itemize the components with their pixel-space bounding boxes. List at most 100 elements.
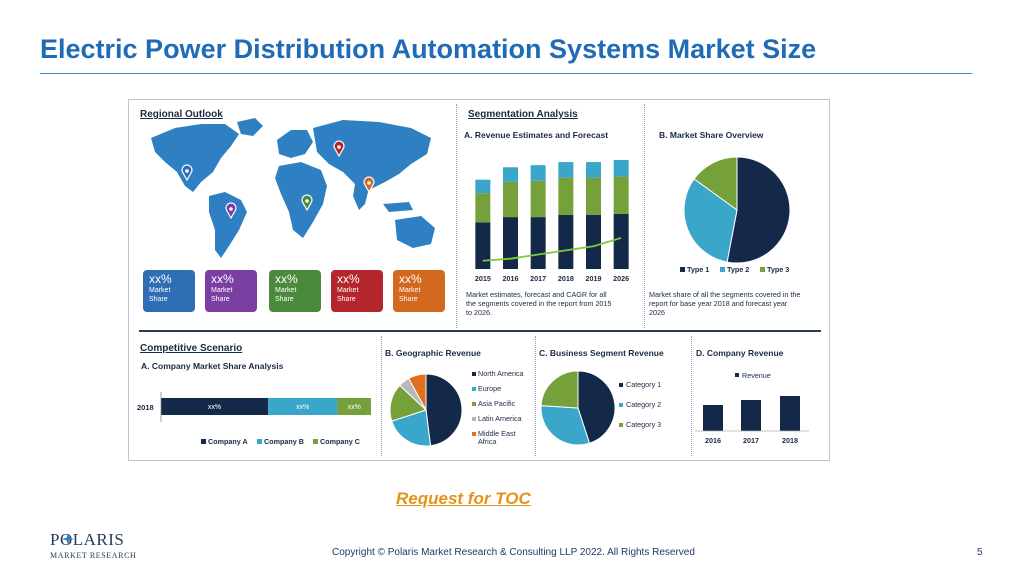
copyright-text: Copyright © Polaris Market Research & Co… — [332, 547, 695, 558]
market-share-caption: Market share of all the segments covered… — [649, 290, 827, 317]
legend-swatch — [472, 402, 476, 406]
caption-line: the segments covered in the report from … — [466, 299, 612, 308]
revenue-bar-segment — [475, 222, 491, 269]
company-revenue-bar — [741, 400, 761, 431]
map-pin-dot — [185, 169, 189, 173]
company-share-bar-chart: 2018 xx% xx% xx% Company A Company B Company C — [137, 392, 371, 446]
company-share-value-label: xx% — [296, 404, 309, 411]
legend-label: Type 3 — [767, 265, 789, 274]
company-revenue-year-label: 2017 — [743, 436, 759, 445]
legend-swatch — [680, 267, 685, 272]
share-box-4: xx% Market Share — [331, 270, 383, 312]
caption-line: report for base year 2018 and forecast y… — [649, 299, 788, 308]
caption-line: to 2026. — [466, 308, 492, 317]
map-pin-dot — [305, 199, 309, 203]
revenue-bar-segment — [475, 179, 491, 194]
legend-label: Company A — [208, 437, 248, 446]
divider-competitive-geo — [381, 336, 382, 456]
legend-swatch — [201, 439, 206, 444]
company-revenue-bar — [703, 405, 723, 431]
revenue-bar-segment — [503, 181, 518, 218]
divider-regional-segmentation — [456, 104, 457, 328]
company-share-value-label: xx% — [208, 404, 221, 411]
market-share-pie: Type 1 Type 2 Type 3 — [680, 156, 791, 274]
revenue-bar-segment — [586, 177, 601, 216]
share-box-5: xx% Market Share — [393, 270, 445, 312]
geographic-revenue-slice — [391, 409, 432, 447]
share-box-2: xx% Market Share — [205, 270, 257, 312]
revenue-bar-segment — [530, 217, 546, 269]
share-label: Share — [399, 296, 418, 303]
company-share-segment — [161, 398, 269, 415]
logo-star-icon — [62, 533, 74, 545]
map-pin-dot — [367, 181, 371, 185]
revenue-bar-segment — [558, 177, 574, 216]
revenue-bar-segment — [613, 213, 629, 269]
legend-swatch — [313, 439, 318, 444]
revenue-bar-segment — [503, 167, 518, 182]
legend-swatch — [760, 267, 765, 272]
legend-swatch — [472, 432, 476, 436]
market-share-overview-title: B. Market Share Overview — [659, 130, 764, 140]
geographic-revenue-slice — [425, 373, 463, 447]
share-label: Market — [275, 287, 297, 294]
business-segment-pie: Category 1 Category 2 Category 3 — [540, 370, 661, 446]
share-value: xx% — [275, 272, 298, 286]
share-label: Market — [337, 287, 359, 294]
company-revenue-title: D. Company Revenue — [696, 348, 784, 358]
company-share-title: A. Company Market Share Analysis — [141, 361, 284, 371]
share-value: xx% — [399, 272, 422, 286]
legend-label: North America — [478, 369, 524, 378]
geographic-revenue-pie: North America Europe Asia Pacific Latin Ame… — [389, 369, 524, 447]
company-revenue-year-label: 2016 — [705, 436, 721, 445]
logo-star-shape — [62, 533, 74, 545]
legend-label: Type 1 — [687, 265, 709, 274]
company-share-segment — [337, 398, 371, 415]
legend-swatch — [619, 383, 623, 387]
map-pin-dot — [229, 207, 233, 211]
business-segment-slice — [540, 370, 579, 409]
map-indonesia — [383, 202, 413, 212]
revenue-bar-segment — [613, 176, 629, 214]
revenue-bar-segment — [503, 217, 518, 269]
request-toc-link[interactable]: Request for TOC — [396, 489, 531, 508]
title-divider — [40, 73, 972, 74]
geographic-revenue-title: B. Geographic Revenue — [385, 348, 481, 358]
market-share-slice — [683, 178, 738, 263]
map-india — [353, 184, 369, 210]
revenue-trend-line — [482, 237, 622, 262]
revenue-bar-segment — [530, 180, 546, 218]
share-label: Share — [211, 296, 230, 303]
revenue-bar-segment — [558, 215, 574, 269]
share-label: Share — [149, 296, 168, 303]
business-segment-title: C. Business Segment Revenue — [539, 348, 664, 358]
revenue-bar-segment — [586, 162, 601, 178]
revenue-bar-segment — [586, 215, 601, 269]
company-revenue-bar-chart: Revenue 2016 2017 2018 — [695, 371, 809, 445]
business-segment-slice — [540, 405, 591, 446]
company-share-year-label: 2018 — [137, 403, 154, 412]
legend-swatch — [257, 439, 262, 444]
share-value: xx% — [149, 272, 172, 286]
divider-horizontal — [139, 330, 821, 332]
competitive-scenario-title: Competitive Scenario — [140, 343, 243, 354]
legend-label: Revenue — [742, 371, 771, 380]
legend-label: Middle East — [478, 429, 516, 438]
world-map-shapes — [151, 118, 435, 258]
share-label: Market — [149, 287, 171, 294]
slide-title: Electric Power Distribution Automation S… — [40, 34, 817, 64]
legend-label: Company C — [320, 437, 360, 446]
legend-swatch — [472, 372, 476, 376]
regional-outlook-title: Regional Outlook — [140, 109, 223, 120]
legend-swatch — [619, 423, 623, 427]
revenue-year-label: 2015 — [475, 274, 491, 283]
market-share-slice — [693, 156, 738, 211]
map-africa — [275, 162, 327, 238]
company-share-segment — [268, 398, 338, 415]
caption-line: Market estimates, forecast and CAGR for … — [466, 290, 607, 299]
revenue-bar-segment — [558, 162, 574, 178]
legend-swatch — [619, 403, 623, 407]
divider-segmentation-ab — [644, 104, 645, 328]
revenue-bar-segment — [530, 165, 546, 181]
legend-label: Category 3 — [626, 420, 661, 429]
